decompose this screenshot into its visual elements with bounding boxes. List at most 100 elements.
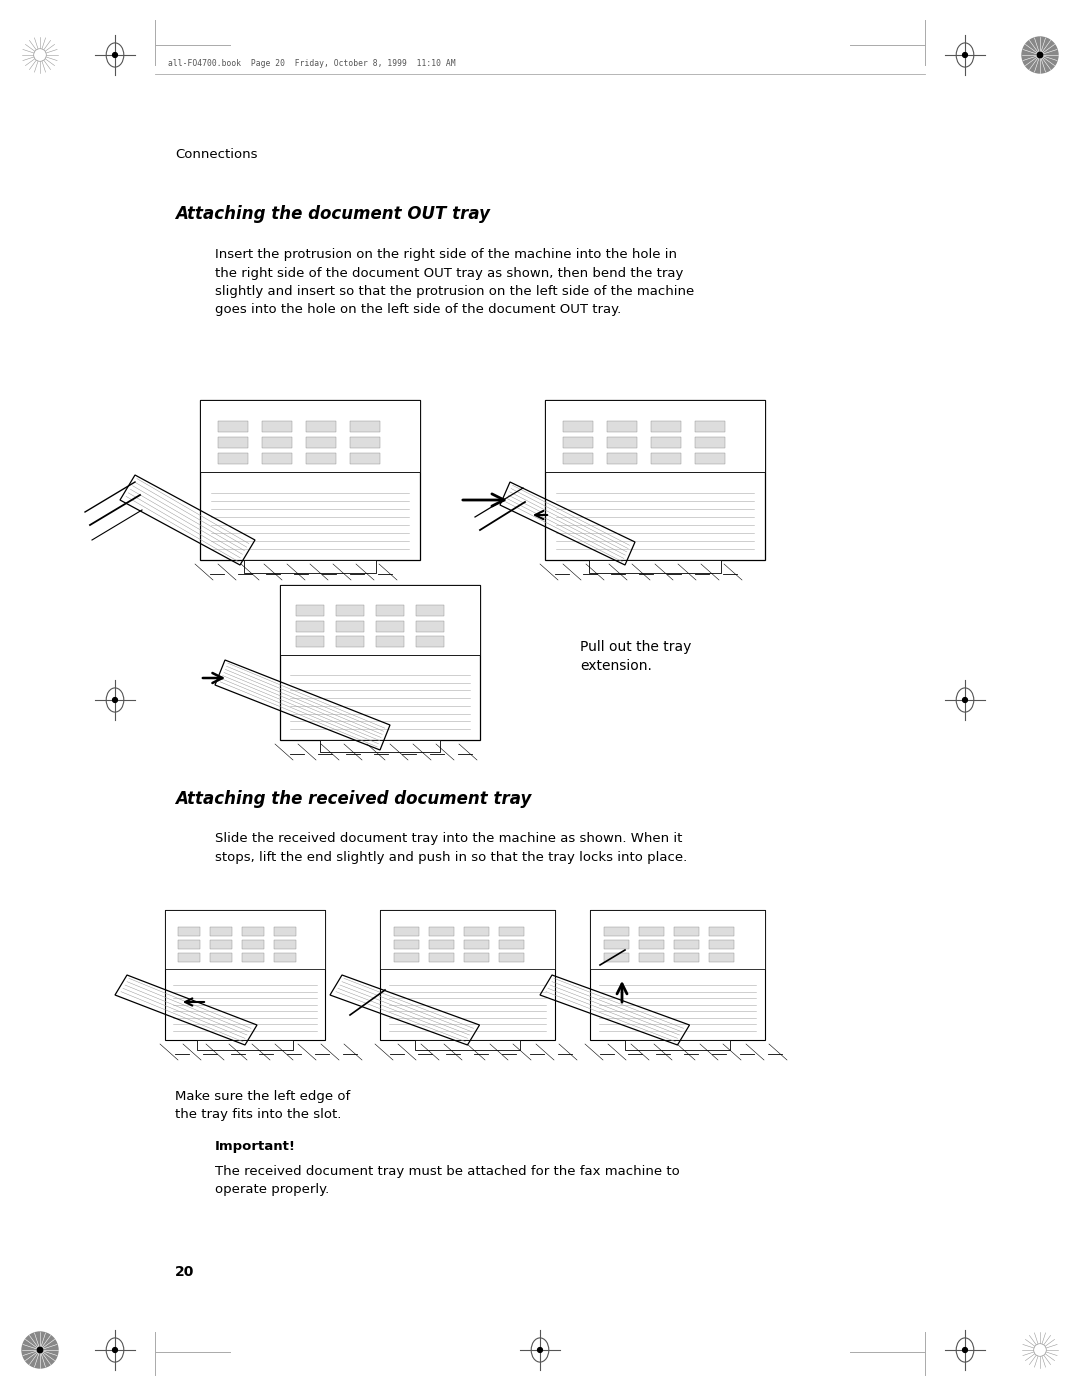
Bar: [242, 953, 265, 963]
Bar: [336, 620, 364, 631]
Circle shape: [962, 697, 968, 703]
Bar: [210, 940, 232, 949]
Bar: [499, 940, 524, 949]
Bar: [674, 953, 699, 963]
Bar: [200, 400, 420, 472]
Text: The received document tray must be attached for the fax machine to
operate prope: The received document tray must be attac…: [215, 1165, 679, 1196]
Text: Attaching the received document tray: Attaching the received document tray: [175, 789, 531, 807]
Bar: [694, 437, 726, 448]
Circle shape: [38, 1347, 43, 1352]
Bar: [590, 909, 765, 1039]
Bar: [350, 420, 380, 432]
Bar: [625, 1039, 730, 1051]
Bar: [217, 453, 248, 464]
Bar: [376, 636, 404, 647]
Bar: [650, 420, 681, 432]
Bar: [604, 940, 629, 949]
Bar: [210, 953, 232, 963]
Bar: [178, 940, 200, 949]
Bar: [178, 926, 200, 936]
Circle shape: [22, 1331, 58, 1368]
Bar: [296, 605, 324, 616]
Bar: [563, 453, 593, 464]
Circle shape: [33, 49, 46, 61]
Bar: [261, 420, 293, 432]
Bar: [604, 953, 629, 963]
Bar: [694, 420, 726, 432]
Bar: [416, 636, 444, 647]
Bar: [674, 926, 699, 936]
Bar: [165, 909, 325, 968]
Bar: [380, 909, 555, 968]
Text: Connections: Connections: [175, 148, 257, 161]
Bar: [350, 437, 380, 448]
Bar: [416, 605, 444, 616]
Bar: [178, 953, 200, 963]
Bar: [165, 909, 325, 1039]
Bar: [464, 953, 488, 963]
Bar: [708, 926, 733, 936]
Bar: [607, 420, 637, 432]
Bar: [274, 926, 296, 936]
Bar: [336, 605, 364, 616]
Bar: [639, 953, 663, 963]
Bar: [545, 400, 765, 560]
Bar: [261, 437, 293, 448]
Bar: [639, 926, 663, 936]
Bar: [708, 940, 733, 949]
Bar: [296, 636, 324, 647]
Text: Attaching the document OUT tray: Attaching the document OUT tray: [175, 205, 490, 224]
Circle shape: [112, 53, 118, 57]
Bar: [306, 437, 336, 448]
Bar: [650, 453, 681, 464]
Bar: [464, 940, 488, 949]
Bar: [306, 453, 336, 464]
Bar: [280, 585, 480, 655]
Bar: [545, 400, 765, 472]
Bar: [306, 420, 336, 432]
Bar: [394, 926, 419, 936]
Circle shape: [112, 697, 118, 703]
Text: 20: 20: [175, 1266, 194, 1280]
Bar: [242, 940, 265, 949]
Circle shape: [962, 53, 968, 57]
Bar: [210, 926, 232, 936]
Bar: [416, 620, 444, 631]
Circle shape: [1022, 36, 1058, 73]
Text: Insert the protrusion on the right side of the machine into the hole in
the righ: Insert the protrusion on the right side …: [215, 249, 694, 317]
Bar: [217, 420, 248, 432]
Bar: [261, 453, 293, 464]
Bar: [336, 636, 364, 647]
Bar: [415, 1039, 519, 1051]
Bar: [380, 909, 555, 1039]
Bar: [639, 940, 663, 949]
Bar: [607, 437, 637, 448]
Bar: [320, 740, 440, 753]
Bar: [604, 926, 629, 936]
Circle shape: [1034, 1344, 1047, 1356]
Bar: [429, 953, 454, 963]
Bar: [296, 620, 324, 631]
Circle shape: [1037, 52, 1042, 57]
Bar: [563, 437, 593, 448]
Bar: [694, 453, 726, 464]
Bar: [350, 453, 380, 464]
Text: Make sure the left edge of
the tray fits into the slot.: Make sure the left edge of the tray fits…: [175, 1090, 350, 1120]
Bar: [217, 437, 248, 448]
Bar: [200, 400, 420, 560]
Bar: [280, 585, 480, 740]
Bar: [429, 940, 454, 949]
Bar: [607, 453, 637, 464]
Bar: [589, 560, 721, 573]
Bar: [563, 420, 593, 432]
Bar: [429, 926, 454, 936]
Bar: [499, 953, 524, 963]
Bar: [274, 940, 296, 949]
Circle shape: [538, 1348, 542, 1352]
Bar: [650, 437, 681, 448]
Bar: [376, 605, 404, 616]
Bar: [708, 953, 733, 963]
Bar: [499, 926, 524, 936]
Bar: [197, 1039, 293, 1051]
Bar: [274, 953, 296, 963]
